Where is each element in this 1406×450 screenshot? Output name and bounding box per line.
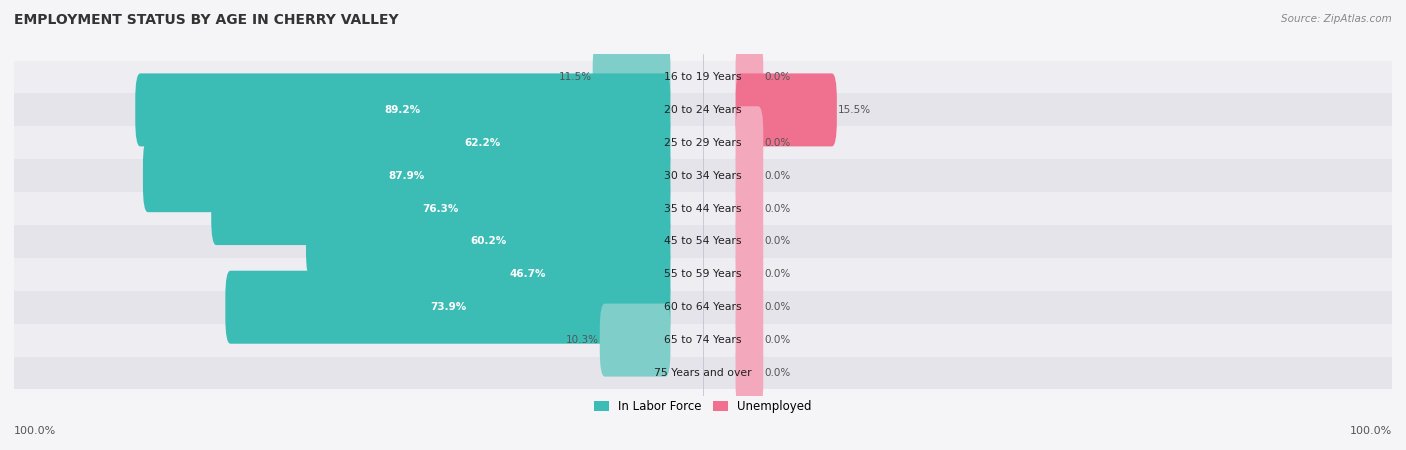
Text: 0.0%: 0.0%: [765, 368, 790, 378]
Text: 100.0%: 100.0%: [14, 427, 56, 436]
FancyBboxPatch shape: [735, 205, 763, 278]
Text: 0.0%: 0.0%: [765, 270, 790, 279]
Text: 35 to 44 Years: 35 to 44 Years: [664, 203, 742, 214]
Text: 60.2%: 60.2%: [470, 236, 506, 247]
FancyBboxPatch shape: [211, 172, 671, 245]
Text: 11.5%: 11.5%: [558, 72, 592, 82]
FancyBboxPatch shape: [294, 106, 671, 179]
Text: 0.0%: 0.0%: [765, 72, 790, 82]
FancyBboxPatch shape: [735, 106, 763, 179]
Text: EMPLOYMENT STATUS BY AGE IN CHERRY VALLEY: EMPLOYMENT STATUS BY AGE IN CHERRY VALLE…: [14, 14, 399, 27]
Text: 76.3%: 76.3%: [423, 203, 458, 214]
Bar: [14, 126, 1392, 159]
Text: 89.2%: 89.2%: [385, 105, 420, 115]
Text: 87.9%: 87.9%: [388, 171, 425, 180]
FancyBboxPatch shape: [600, 304, 671, 377]
Bar: [14, 61, 1392, 94]
FancyBboxPatch shape: [735, 271, 763, 344]
Bar: [14, 159, 1392, 192]
Text: 0.0%: 0.0%: [765, 171, 790, 180]
Text: Source: ZipAtlas.com: Source: ZipAtlas.com: [1281, 14, 1392, 23]
FancyBboxPatch shape: [735, 139, 763, 212]
Text: 75 Years and over: 75 Years and over: [654, 368, 752, 378]
Text: 0.0%: 0.0%: [765, 138, 790, 148]
FancyBboxPatch shape: [307, 205, 671, 278]
Text: 100.0%: 100.0%: [1350, 427, 1392, 436]
Text: 0.0%: 0.0%: [765, 335, 790, 345]
Text: 65 to 74 Years: 65 to 74 Years: [664, 335, 742, 345]
Text: 0.0%: 0.0%: [765, 302, 790, 312]
Bar: [14, 258, 1392, 291]
Bar: [14, 324, 1392, 356]
FancyBboxPatch shape: [735, 238, 763, 311]
FancyBboxPatch shape: [735, 304, 763, 377]
Text: 55 to 59 Years: 55 to 59 Years: [664, 270, 742, 279]
Bar: [14, 225, 1392, 258]
Legend: In Labor Force, Unemployed: In Labor Force, Unemployed: [589, 395, 817, 418]
Text: 0.0%: 0.0%: [765, 203, 790, 214]
Bar: [14, 192, 1392, 225]
Text: 20 to 24 Years: 20 to 24 Years: [664, 105, 742, 115]
Text: 0.0%: 0.0%: [765, 236, 790, 247]
Text: 25 to 29 Years: 25 to 29 Years: [664, 138, 742, 148]
Text: 62.2%: 62.2%: [464, 138, 501, 148]
FancyBboxPatch shape: [135, 73, 671, 146]
FancyBboxPatch shape: [735, 172, 763, 245]
FancyBboxPatch shape: [735, 73, 837, 146]
Text: 15.5%: 15.5%: [838, 105, 872, 115]
Bar: [14, 356, 1392, 389]
Bar: [14, 291, 1392, 324]
Text: 10.3%: 10.3%: [565, 335, 599, 345]
Text: 60 to 64 Years: 60 to 64 Years: [664, 302, 742, 312]
FancyBboxPatch shape: [593, 40, 671, 113]
Text: 46.7%: 46.7%: [510, 270, 546, 279]
FancyBboxPatch shape: [385, 238, 671, 311]
FancyBboxPatch shape: [225, 271, 671, 344]
Text: 73.9%: 73.9%: [430, 302, 465, 312]
Text: 45 to 54 Years: 45 to 54 Years: [664, 236, 742, 247]
FancyBboxPatch shape: [735, 40, 763, 113]
FancyBboxPatch shape: [735, 337, 763, 410]
FancyBboxPatch shape: [143, 139, 671, 212]
Bar: [14, 94, 1392, 126]
Text: 16 to 19 Years: 16 to 19 Years: [664, 72, 742, 82]
Text: 30 to 34 Years: 30 to 34 Years: [664, 171, 742, 180]
